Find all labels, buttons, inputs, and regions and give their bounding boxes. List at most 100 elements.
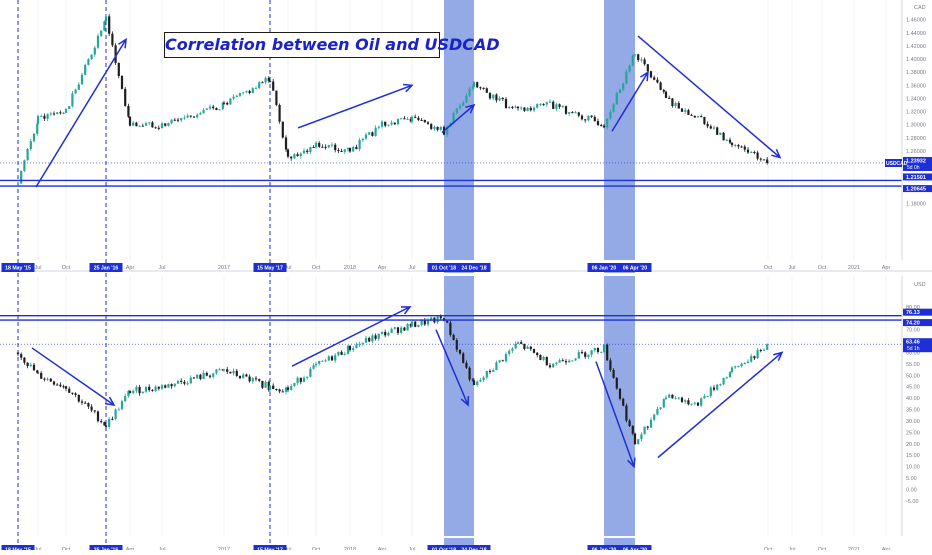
candle-body	[334, 355, 337, 361]
candle-body	[364, 337, 368, 343]
candle-body	[40, 372, 43, 379]
candle-body	[377, 333, 380, 339]
candle-body	[144, 386, 148, 392]
candle-body	[750, 152, 753, 154]
candle-body	[108, 418, 111, 427]
last-price-countdown: 5d 0h	[907, 165, 920, 171]
candle-body	[659, 407, 662, 409]
candle-body	[387, 124, 390, 126]
candle-body	[587, 115, 590, 121]
candle-body	[141, 391, 144, 394]
candle-body	[492, 94, 495, 99]
candle-body	[766, 159, 769, 163]
candle-body	[96, 411, 100, 422]
candle-body	[746, 149, 750, 153]
candle-body	[312, 147, 315, 149]
candle-body	[296, 154, 299, 157]
trend-arrow-shaft	[441, 104, 475, 134]
candle-body	[90, 406, 93, 411]
candle-body	[426, 122, 430, 124]
candle-body	[706, 123, 709, 127]
candle-body	[633, 433, 637, 445]
candle-body	[138, 125, 141, 127]
candle-body	[186, 383, 189, 385]
candle-body	[539, 355, 542, 360]
price-tick-label: 35.00	[906, 408, 920, 414]
candle-body	[511, 348, 514, 351]
candle-body	[703, 396, 706, 399]
candle-body	[318, 142, 321, 147]
candle-body	[284, 387, 288, 392]
candle-body	[712, 127, 716, 129]
candle-body	[640, 434, 643, 440]
candle-body	[756, 152, 759, 159]
candles-0	[16, 13, 769, 186]
candle-body	[495, 362, 498, 371]
candle-body	[664, 91, 668, 98]
candle-body	[164, 123, 167, 126]
trend-arrow-head	[627, 457, 636, 469]
candle-body	[232, 96, 235, 99]
candle-body	[532, 107, 536, 111]
candle-body	[114, 45, 117, 63]
candle-body	[511, 106, 514, 108]
candle-body	[267, 381, 270, 390]
candle-body	[43, 115, 46, 119]
level-tag	[903, 308, 932, 316]
last-price-tag	[903, 338, 932, 353]
price-tick-label: 5.00	[906, 476, 917, 482]
candle-body	[526, 346, 529, 349]
candle-body	[403, 327, 406, 331]
candle-body	[164, 385, 167, 388]
candle-body	[529, 107, 532, 111]
candle-body	[208, 375, 212, 377]
candle-body	[436, 126, 439, 130]
candle-body	[80, 401, 84, 403]
candle-body	[202, 372, 205, 379]
candle-body	[442, 126, 446, 130]
candle-body	[410, 116, 414, 122]
candle-body	[693, 115, 696, 118]
candle-body	[492, 370, 495, 372]
shaded-period	[604, 0, 635, 260]
candle-body	[602, 344, 606, 352]
candle-body	[622, 83, 625, 90]
price-tick-label: 1.46000	[906, 18, 926, 24]
date-highlight-text: 18 May '15	[5, 266, 31, 272]
price-tick-label: 1.36000	[906, 83, 926, 89]
candle-body	[261, 380, 264, 388]
trend-arrow-shaft	[297, 84, 413, 129]
candle-body	[455, 108, 458, 113]
candle-body	[539, 104, 542, 106]
candle-body	[409, 118, 412, 122]
trend-arrow-head	[460, 395, 470, 407]
date-highlight-text: 01 Oct '18	[432, 266, 456, 272]
candle-body	[286, 149, 290, 157]
candle-body	[183, 381, 186, 384]
level-tag	[903, 319, 932, 327]
candle-body	[637, 54, 640, 61]
candle-body	[740, 146, 743, 148]
candle-body	[46, 378, 49, 380]
candle-body	[468, 88, 471, 96]
candle-body	[410, 321, 414, 327]
candle-body	[170, 119, 173, 124]
candle-body	[314, 363, 318, 366]
candle-body	[628, 420, 631, 427]
candle-body	[472, 82, 476, 87]
candle-body	[117, 409, 120, 411]
candle-body	[465, 362, 468, 368]
candle-body	[261, 82, 264, 84]
candle-body	[170, 384, 173, 387]
candle-body	[423, 119, 426, 123]
candle-body	[753, 152, 756, 154]
candle-body	[330, 144, 334, 146]
candle-body	[414, 116, 417, 118]
candle-body	[746, 361, 750, 364]
candle-body	[387, 332, 390, 336]
candle-body	[364, 134, 368, 139]
candle-body	[501, 360, 504, 362]
candle-body	[242, 374, 245, 379]
time-tick-label: Oct	[764, 265, 773, 271]
